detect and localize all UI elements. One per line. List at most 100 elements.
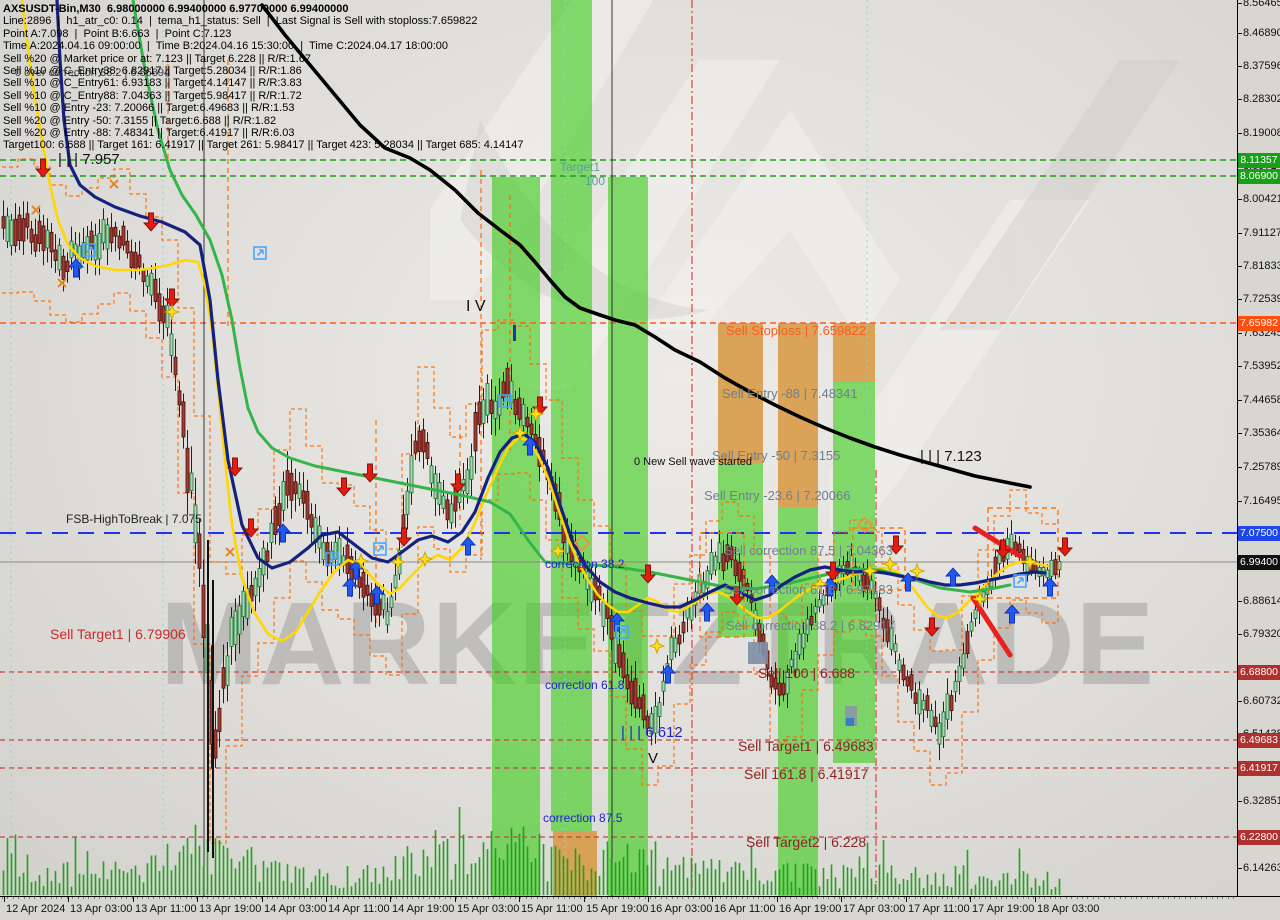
sell-arrow-icon[interactable] (640, 564, 656, 584)
buy-arrow-icon[interactable] (275, 523, 291, 543)
star-signal-icon[interactable] (352, 552, 370, 570)
green-zone-band[interactable] (551, 0, 592, 831)
red-trendline[interactable] (972, 525, 1023, 559)
sell-arrow-icon[interactable] (396, 527, 412, 547)
green-zone-band[interactable] (778, 507, 818, 896)
sell-arrow-icon[interactable] (924, 617, 940, 637)
star-signal-icon[interactable] (389, 553, 407, 571)
star-signal-icon[interactable] (971, 590, 989, 608)
time-minor-tick (682, 897, 684, 899)
star-signal-icon[interactable] (648, 637, 666, 655)
star-signal-icon[interactable] (511, 424, 529, 442)
buy-arrow-icon[interactable] (68, 258, 84, 278)
sell-arrow-icon[interactable] (243, 518, 259, 538)
pattern-dashed-box[interactable] (699, 532, 745, 638)
time-minor-tick (407, 897, 408, 899)
time-minor-tick (752, 897, 754, 899)
time-minor-tick (984, 897, 986, 899)
exit-door-icon[interactable] (373, 542, 387, 556)
marker-square (748, 642, 768, 664)
time-axis[interactable]: 12 Apr 2024 13 Apr 03:00 13 Apr 11:00 13 Ap… (0, 896, 1280, 920)
time-tick-mark (133, 897, 134, 902)
buy-arrow-icon[interactable] (460, 536, 476, 556)
candle-bear (29, 228, 34, 243)
sell-arrow-icon[interactable] (143, 212, 159, 232)
candle-bull (937, 722, 942, 745)
candle-bull (381, 594, 386, 611)
time-minor-tick (1136, 897, 1137, 899)
orange-zone-band[interactable] (833, 323, 875, 382)
sell-arrow-icon[interactable] (1057, 537, 1073, 557)
sell-arrow-icon[interactable] (888, 535, 904, 555)
buy-arrow-icon[interactable] (945, 567, 961, 587)
indicator-comment-block: AXSUSDT-Bin,M30 6.98000000 6.99400000 6.… (3, 3, 524, 152)
candle-bear (137, 254, 142, 268)
sell-arrow-icon[interactable] (995, 539, 1011, 559)
time-minor-tick (709, 897, 711, 899)
pattern-dashed-box[interactable] (987, 507, 1059, 599)
buy-arrow-icon[interactable] (822, 577, 838, 597)
pattern-dashed-box[interactable] (852, 527, 906, 591)
buy-arrow-icon[interactable] (660, 664, 676, 684)
sell-arrow-icon[interactable] (227, 457, 243, 477)
star-signal-icon[interactable] (861, 562, 879, 580)
buy-arrow-icon[interactable] (609, 612, 625, 632)
time-minor-tick (396, 897, 398, 899)
sell-arrow-icon[interactable] (35, 158, 51, 178)
red-trendline[interactable] (970, 595, 1013, 658)
time-minor-tick (1006, 897, 1008, 899)
time-minor-tick (423, 897, 425, 899)
star-signal-icon[interactable] (549, 542, 567, 560)
price-axis[interactable]: 8.564658.468908.375968.283028.190088.097… (1238, 0, 1280, 907)
sell-arrow-icon[interactable] (336, 477, 352, 497)
candle-bear (501, 381, 506, 399)
exit-door-icon[interactable] (82, 243, 96, 257)
star-signal-icon[interactable] (416, 550, 434, 568)
time-minor-tick (779, 897, 781, 899)
green-zone-band[interactable] (608, 177, 648, 896)
object-label: Sell correction 38.2 | 6.82917 (726, 618, 895, 633)
price-tick-label: 7.35364 (1243, 427, 1280, 439)
price-tick-label: 6.79320 (1243, 628, 1280, 640)
exit-door-icon[interactable] (498, 394, 512, 408)
star-signal-icon[interactable] (908, 562, 926, 580)
buy-arrow-icon[interactable] (764, 574, 780, 594)
star-signal-icon[interactable] (527, 405, 545, 423)
time-minor-tick (704, 897, 705, 899)
exit-door-icon[interactable] (1013, 574, 1027, 588)
green-zone-band[interactable] (492, 177, 540, 896)
candle-bear (65, 260, 70, 272)
candle-bear (885, 619, 890, 642)
buy-arrow-icon[interactable] (369, 585, 385, 605)
buy-arrow-icon[interactable] (1004, 604, 1020, 624)
candle-bull (813, 606, 818, 614)
buy-arrow-icon[interactable] (900, 572, 916, 592)
star-signal-icon[interactable] (811, 575, 829, 593)
exit-door-icon[interactable] (253, 246, 267, 260)
candle-bull (169, 333, 174, 356)
time-minor-tick (596, 897, 597, 899)
sell-arrow-icon[interactable] (450, 473, 466, 493)
sell-arrow-icon[interactable] (164, 288, 180, 308)
star-signal-icon[interactable] (881, 555, 899, 573)
exit-door-icon[interactable] (325, 552, 339, 566)
buy-arrow-icon[interactable] (348, 560, 364, 580)
buy-arrow-icon[interactable] (522, 436, 538, 456)
buy-arrow-icon[interactable] (342, 577, 358, 597)
exit-door-icon[interactable] (615, 625, 629, 639)
sell-arrow-icon[interactable] (729, 586, 745, 606)
chart-plot-area[interactable]: MARKETZTRADE (0, 0, 1238, 896)
star-signal-icon[interactable] (163, 303, 181, 321)
chart-canvas[interactable] (0, 0, 1237, 896)
sell-arrow-icon[interactable] (362, 463, 378, 483)
candle-bull (649, 713, 654, 735)
sell-arrow-icon[interactable] (825, 561, 841, 581)
time-minor-tick (18, 897, 20, 899)
time-minor-tick (741, 897, 743, 899)
star-signal-icon[interactable] (1021, 553, 1039, 571)
price-tick-label: 7.81833 (1243, 260, 1280, 272)
buy-arrow-icon[interactable] (1042, 577, 1058, 597)
buy-arrow-icon[interactable] (699, 602, 715, 622)
time-tick-mark (906, 897, 907, 902)
comment-line-3: Point A:7.098 | Point B:6.663 | Point C:… (3, 27, 232, 40)
